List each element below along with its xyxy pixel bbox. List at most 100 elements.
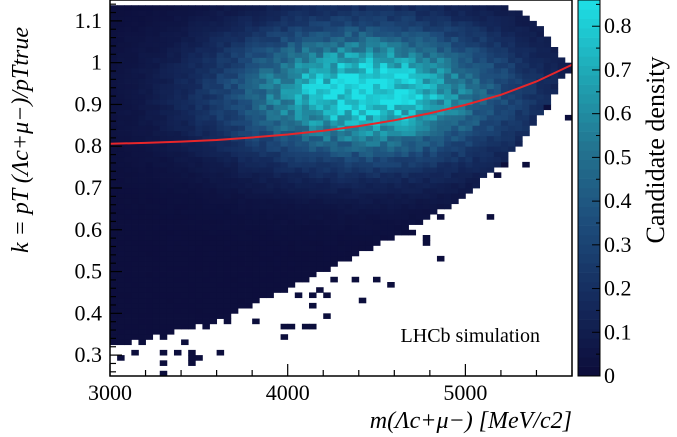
heatmap-cell (522, 36, 530, 43)
heatmap-cell (372, 224, 381, 231)
heatmap-cell (387, 130, 395, 137)
heatmap-cell (159, 193, 168, 199)
heatmap-cell (387, 203, 395, 210)
heatmap-cell (522, 20, 530, 27)
heatmap-cell (216, 67, 225, 74)
heatmap-cell (230, 73, 239, 79)
heatmap-cell (465, 52, 473, 58)
heatmap-cell (166, 36, 175, 43)
heatmap-cell (159, 245, 168, 252)
heatmap-cell (316, 245, 324, 252)
heatmap-cell (216, 151, 225, 158)
heatmap-cell (259, 20, 267, 27)
heatmap-cell (401, 125, 409, 131)
heatmap-cell (188, 177, 196, 184)
heatmap-cell (273, 36, 281, 43)
heatmap-cell (280, 167, 289, 173)
heatmap-cell (216, 57, 225, 64)
heatmap-cell (152, 323, 161, 330)
heatmap-cell (522, 67, 530, 74)
heatmap-cell (330, 161, 338, 168)
heatmap-cell (401, 104, 409, 111)
heatmap-cell (472, 104, 480, 111)
heatmap-cell (401, 73, 409, 79)
heatmap-cell (344, 146, 353, 152)
heatmap-cell (309, 47, 317, 53)
heatmap-cell (508, 125, 516, 131)
heatmap-cell (181, 313, 189, 319)
heatmap-cell (365, 224, 374, 231)
heatmap-cell (145, 146, 154, 152)
heatmap-cell (287, 167, 296, 173)
heatmap-cell (209, 125, 218, 131)
heatmap-cell (337, 94, 345, 100)
heatmap-cell (365, 208, 374, 215)
heatmap-cell (365, 151, 374, 158)
heatmap-cell (394, 31, 402, 37)
heatmap-cell (294, 78, 303, 84)
heatmap-cell (323, 224, 331, 231)
heatmap-cell (422, 104, 431, 111)
heatmap-cell (230, 198, 239, 205)
heatmap-cell (209, 99, 218, 105)
heatmap-cell (266, 10, 274, 17)
heatmap-cell (259, 203, 267, 210)
heatmap-cell (401, 130, 409, 137)
heatmap-cell (316, 31, 324, 37)
heatmap-cell (316, 62, 324, 69)
heatmap-cell (131, 73, 139, 79)
heatmap-cell (351, 20, 360, 27)
heatmap-cell (351, 109, 360, 116)
heatmap-cell (152, 20, 161, 27)
heatmap-cell (486, 15, 495, 22)
heatmap-cell (529, 31, 537, 37)
heatmap-cell (394, 99, 402, 105)
heatmap-cell (522, 52, 530, 58)
heatmap-cell (394, 120, 402, 126)
heatmap-cell (237, 282, 246, 288)
heatmap-cell (209, 47, 218, 53)
heatmap-cell (124, 62, 132, 69)
heatmap-cell (145, 109, 154, 116)
heatmap-cell (344, 198, 353, 205)
heatmap-cell (429, 208, 438, 215)
heatmap-cell (522, 78, 530, 84)
heatmap-cell (316, 229, 324, 236)
heatmap-cell (529, 62, 537, 69)
heatmap-cell (301, 203, 310, 210)
heatmap-cell (124, 245, 132, 252)
heatmap-cell (209, 15, 218, 22)
heatmap-cell (273, 287, 281, 293)
heatmap-cell (493, 10, 502, 17)
heatmap-cell (280, 334, 289, 340)
heatmap-cell (387, 182, 395, 189)
heatmap-cell (294, 214, 303, 220)
heatmap-cell (344, 20, 353, 27)
heatmap-cell (508, 114, 516, 121)
colorbar-segment (578, 253, 600, 264)
heatmap-cell (110, 41, 118, 48)
heatmap-cell (500, 161, 509, 168)
heatmap-cell (280, 141, 289, 147)
heatmap-cell (181, 318, 189, 325)
heatmap-cell (195, 31, 203, 37)
heatmap-cell (166, 52, 175, 58)
heatmap-cell (237, 52, 246, 58)
heatmap-cell (309, 214, 317, 220)
heatmap-cell (344, 67, 353, 74)
heatmap-cell (259, 266, 267, 272)
heatmap-cell (536, 94, 544, 100)
heatmap-cell (252, 20, 260, 27)
heatmap-cell (152, 224, 161, 231)
heatmap-cell (110, 208, 118, 215)
heatmap-cell (209, 10, 218, 17)
colorbar-segment (578, 94, 600, 104)
heatmap-cell (486, 57, 495, 64)
heatmap-cell (259, 88, 267, 95)
heatmap-cell (444, 99, 452, 105)
heatmap-cell (422, 240, 431, 246)
heatmap-cell (245, 240, 253, 246)
heatmap-cell (550, 52, 559, 58)
heatmap-cell (287, 219, 296, 225)
